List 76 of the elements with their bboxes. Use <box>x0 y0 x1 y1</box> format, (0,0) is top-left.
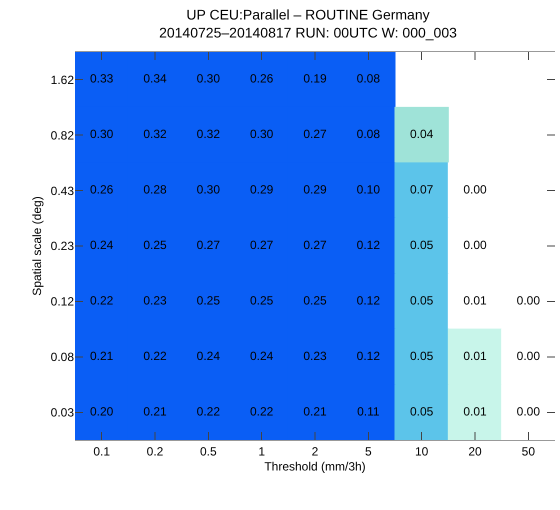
data-label: 0.23 <box>303 348 327 363</box>
chart-title: UP CEU:Parallel – ROUTINE Germany <box>186 6 430 22</box>
data-label: 0.32 <box>196 127 220 142</box>
data-label: 0.29 <box>303 182 327 197</box>
data-label: 0.30 <box>250 127 274 142</box>
data-label: 0.27 <box>250 238 274 252</box>
y-tick-label: 0.12 <box>50 294 74 309</box>
data-label: 0.01 <box>463 404 487 418</box>
data-label: 0.25 <box>143 238 167 252</box>
data-label: 0.24 <box>196 348 220 363</box>
data-label: 0.22 <box>90 293 114 308</box>
data-label: 0.00 <box>516 293 540 308</box>
y-tick-label: 1.62 <box>50 72 74 87</box>
data-label: 0.05 <box>410 404 434 418</box>
data-label: 0.32 <box>143 127 167 142</box>
data-label: 0.24 <box>250 348 274 363</box>
data-label: 0.21 <box>303 404 327 418</box>
data-label: 0.08 <box>356 127 380 142</box>
y-tick-label: 0.82 <box>50 128 74 142</box>
y-tick-label: 0.03 <box>50 405 74 420</box>
data-label: 0.12 <box>356 238 380 252</box>
data-label: 0.00 <box>516 348 540 363</box>
data-label: 0.19 <box>303 72 327 86</box>
data-label: 0.01 <box>463 293 487 308</box>
data-label: 0.22 <box>196 404 220 418</box>
data-label: 0.26 <box>90 182 114 197</box>
x-tick-label: 50 <box>522 444 536 458</box>
data-label: 0.27 <box>196 238 220 252</box>
data-label: 0.20 <box>90 404 114 418</box>
data-label: 0.00 <box>516 404 540 418</box>
y-axis-title: Spatial scale (deg) <box>30 196 44 296</box>
data-label: 0.33 <box>90 72 114 86</box>
data-label: 0.30 <box>196 182 220 197</box>
data-label: 0.30 <box>90 127 114 142</box>
x-tick-label: 10 <box>414 444 429 458</box>
x-axis-title: Threshold (mm/3h) <box>264 459 366 474</box>
x-tick-label: 5 <box>364 444 372 458</box>
data-label: 0.26 <box>250 72 274 86</box>
data-label: 0.25 <box>303 293 327 308</box>
data-label: 0.34 <box>143 72 167 86</box>
data-label: 0.12 <box>356 293 380 308</box>
data-label: 0.22 <box>143 348 167 363</box>
data-label: 0.11 <box>357 404 380 418</box>
y-tick-label: 0.23 <box>50 239 74 254</box>
x-tick-label: 0.1 <box>93 444 110 458</box>
data-label: 0.04 <box>410 127 434 142</box>
x-tick-label: 20 <box>468 444 482 458</box>
data-label: 0.00 <box>463 182 487 197</box>
x-tick-label: 1 <box>258 444 266 458</box>
data-label: 0.30 <box>196 72 220 86</box>
y-tick-label: 0.08 <box>50 350 74 364</box>
data-label: 0.28 <box>143 182 167 197</box>
data-label: 0.00 <box>463 238 487 252</box>
data-label: 0.21 <box>143 404 167 418</box>
data-label: 0.01 <box>463 348 487 363</box>
data-label: 0.24 <box>90 238 114 252</box>
chart-subtitle: 20140725–20140817 RUN: 00UTC W: 000_003 <box>159 24 458 41</box>
data-label: 0.25 <box>250 293 274 308</box>
data-label: 0.27 <box>303 238 327 252</box>
data-label: 0.22 <box>250 404 274 418</box>
x-tick-label: 2 <box>312 444 319 458</box>
data-label: 0.07 <box>410 182 434 197</box>
data-label: 0.05 <box>410 238 434 252</box>
data-label: 0.05 <box>410 348 434 363</box>
data-label: 0.27 <box>303 127 327 142</box>
data-label: 0.21 <box>90 348 114 363</box>
x-tick-label: 0.5 <box>200 444 217 458</box>
data-label: 0.05 <box>410 293 434 308</box>
data-label: 0.10 <box>356 182 380 197</box>
x-tick-label: 0.2 <box>146 444 164 458</box>
data-label: 0.29 <box>250 182 274 197</box>
data-label: 0.23 <box>143 293 167 308</box>
data-label: 0.12 <box>356 348 380 363</box>
data-label: 0.25 <box>196 293 220 308</box>
y-tick-label: 0.43 <box>50 184 74 198</box>
data-label: 0.08 <box>356 72 380 86</box>
